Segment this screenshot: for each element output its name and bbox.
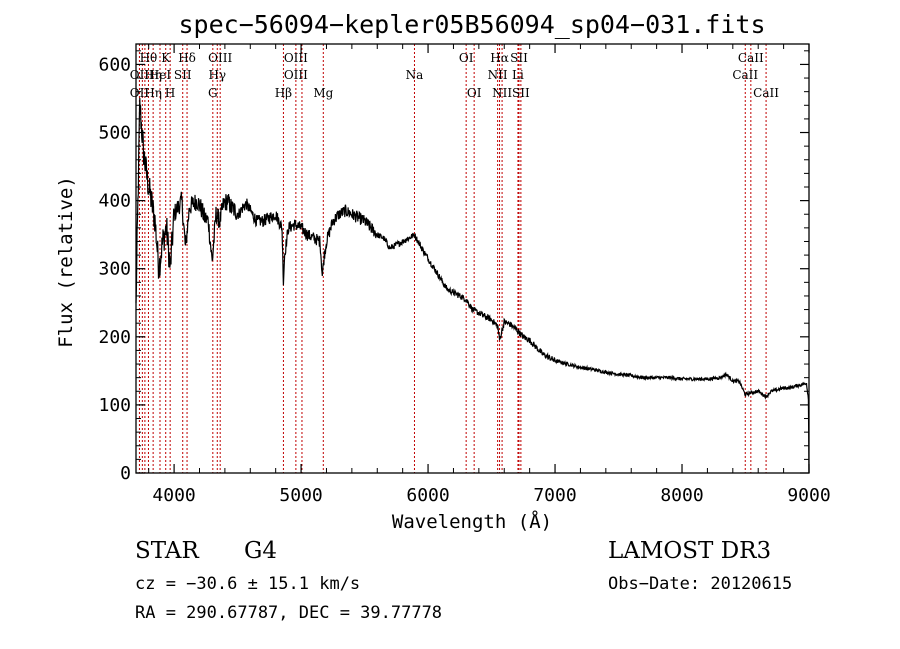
survey-label: LAMOST DR3: [608, 538, 772, 564]
y-tick-label-6: 600: [98, 54, 131, 75]
line-label-9: Hδ: [178, 51, 196, 65]
line-label-27: CaII: [732, 68, 758, 82]
line-label-12: G: [208, 86, 218, 100]
emission-line-markers: [138, 44, 767, 473]
y-tick-label-2: 200: [98, 327, 131, 348]
line-label-24: NII: [492, 86, 512, 100]
line-label-4: Hη: [144, 86, 162, 100]
x-tick-label-0: 4000: [152, 485, 195, 506]
x-axis-ticks: 4000 5000 6000 7000 8000 9000: [148, 44, 831, 506]
plot-frame: [135, 43, 810, 474]
spectrum-line: [135, 97, 810, 474]
line-label-13: OIII: [284, 51, 308, 65]
line-label-10: OIII: [208, 51, 232, 65]
chart-title: spec−56094−kepler05B56094_sp04−031.fits: [179, 10, 766, 39]
line-label-18: OI: [459, 51, 474, 65]
coordinates-text: RA = 290.67787, DEC = 39.77778: [135, 603, 443, 623]
class-label: STAR: [135, 538, 199, 564]
line-label-0: Hθ: [140, 51, 158, 65]
line-label-23: Li: [512, 68, 524, 82]
y-axis-ticks: 0 100 200 300 400 500 600: [98, 50, 809, 484]
line-label-1: OII: [130, 68, 150, 82]
subclass-label: G4: [244, 538, 278, 564]
x-axis-label: Wavelength (Å): [392, 510, 552, 533]
line-label-11: Hγ: [208, 68, 226, 82]
line-label-5: K: [161, 51, 171, 65]
y-axis-label: Flux (relative): [55, 176, 77, 348]
line-label-14: OIII: [284, 68, 308, 82]
x-tick-label-4: 8000: [660, 485, 703, 506]
x-tick-label-5: 9000: [787, 485, 830, 506]
line-label-2: Hη: [144, 68, 162, 82]
x-tick-label-3: 7000: [533, 485, 576, 506]
line-label-20: Hα: [490, 51, 509, 65]
line-label-16: Mg: [313, 86, 333, 100]
line-label-19: OI: [467, 86, 482, 100]
x-tick-label-1: 5000: [279, 485, 322, 506]
line-label-26: CaII: [738, 51, 764, 65]
obs-date-text: Obs−Date: 20120615: [608, 574, 793, 594]
x-tick-label-2: 6000: [406, 485, 449, 506]
y-tick-label-3: 300: [98, 259, 131, 280]
y-tick-label-5: 500: [98, 123, 131, 144]
y-tick-label-0: 0: [120, 463, 131, 484]
line-label-7: SII: [174, 68, 192, 82]
line-label-22: NII: [488, 68, 508, 82]
line-label-15: Hβ: [275, 86, 292, 100]
line-label-17: Na: [406, 68, 424, 82]
line-label-8: H: [165, 86, 175, 100]
line-label-28: CaII: [753, 86, 779, 100]
line-label-21: SII: [510, 51, 528, 65]
y-tick-label-1: 100: [98, 395, 131, 416]
line-label-25: SII: [512, 86, 530, 100]
line-label-3: OII: [130, 86, 150, 100]
line-label-6: HeI: [149, 68, 172, 82]
redshift-text: cz = −30.6 ± 15.1 km/s: [135, 574, 361, 594]
y-tick-label-4: 400: [98, 191, 131, 212]
